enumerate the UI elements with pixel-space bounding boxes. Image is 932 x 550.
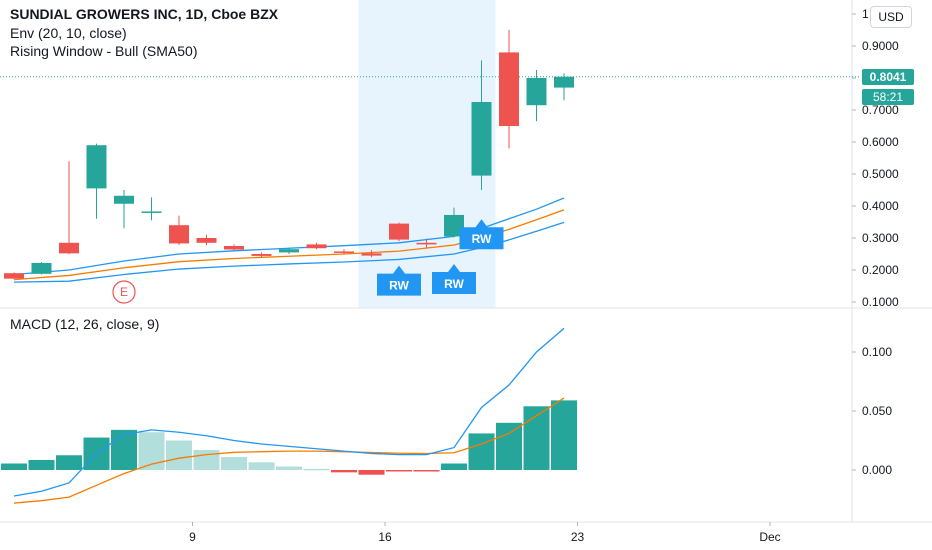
macd-histogram-bar xyxy=(413,470,440,472)
currency-button[interactable]: USD xyxy=(870,6,912,28)
price-tick-label: 0.6000 xyxy=(862,135,899,149)
candle-body xyxy=(169,225,189,244)
macd-tick-label: 0.100 xyxy=(862,345,892,359)
macd-histogram-bar xyxy=(358,470,385,475)
candle-body xyxy=(59,242,79,254)
candle-body xyxy=(251,254,272,256)
candle-body xyxy=(416,242,437,245)
rw-marker-shape xyxy=(377,265,421,296)
macd-line xyxy=(13,327,565,497)
countdown-tag: 58:21 xyxy=(862,89,914,105)
macd-histogram-bar xyxy=(303,468,330,471)
rw-marker: RW xyxy=(432,264,476,294)
price-tick-label: 0.9000 xyxy=(862,39,899,53)
rw-marker: RW xyxy=(377,265,421,296)
macd-histogram-bar xyxy=(386,470,412,472)
time-tick-label: Dec xyxy=(759,530,780,544)
candle-body xyxy=(196,238,217,243)
price-tick-label: 0.4000 xyxy=(862,199,899,213)
macd-tick-label: 0.050 xyxy=(862,404,892,418)
macd-histogram-bar xyxy=(28,459,55,470)
macd-signal-line xyxy=(13,397,565,504)
rising-window-indicator-label[interactable]: Rising Window - Bull (SMA50) xyxy=(10,43,198,59)
candle-body xyxy=(334,251,354,253)
time-tick-label: 16 xyxy=(378,530,392,544)
candle-body xyxy=(4,273,24,279)
time-tick-label: 23 xyxy=(571,530,585,544)
candle-body xyxy=(31,262,52,274)
envelope-lower-line xyxy=(13,221,565,283)
price-tick-label: 0.5000 xyxy=(862,167,899,181)
rw-marker: RW xyxy=(459,219,504,250)
candle-body xyxy=(389,223,409,240)
time-tick-label: 9 xyxy=(189,530,196,544)
macd-histogram-bar xyxy=(276,466,302,470)
macd-histogram-bar xyxy=(111,429,137,470)
macd-tick-label: 0.000 xyxy=(862,463,892,477)
earnings-marker xyxy=(112,280,136,304)
candle-body xyxy=(471,102,492,176)
macd-histogram-bar xyxy=(468,433,495,470)
price-tick-label: 1 xyxy=(862,7,869,21)
price-tick-label: 0.1000 xyxy=(862,295,899,309)
macd-histogram-bar xyxy=(441,463,467,470)
last-price-tag: 0.8041 xyxy=(862,69,914,85)
macd-histogram-bar xyxy=(523,406,550,470)
price-tick-label: 0.7000 xyxy=(862,103,899,117)
envelope-upper-line xyxy=(13,197,565,276)
macd-histogram-bar xyxy=(193,449,220,470)
macd-histogram-bar xyxy=(248,462,275,470)
candle-body xyxy=(444,214,464,237)
macd-histogram-bar xyxy=(496,422,522,470)
candle-body xyxy=(361,253,382,256)
rw-marker-shape xyxy=(432,264,476,294)
candle-body xyxy=(86,145,107,189)
price-tick-label: 0.2000 xyxy=(862,263,899,277)
macd-histogram-bar xyxy=(166,440,192,470)
candle-body xyxy=(526,78,547,106)
macd-histogram-bar xyxy=(56,455,82,470)
candle-body xyxy=(224,246,244,250)
rw-marker-label: RW xyxy=(389,279,409,293)
envelope-indicator-label[interactable]: Env (20, 10, close) xyxy=(10,25,127,41)
rw-marker-label: RW xyxy=(444,277,464,291)
macd-histogram-bar xyxy=(331,470,357,473)
candle-body xyxy=(279,249,299,253)
candle-body xyxy=(306,244,327,249)
candle-body xyxy=(114,195,134,204)
rw-marker-shape xyxy=(459,219,504,250)
rw-marker-label: RW xyxy=(472,232,492,246)
price-tick-label: 0.3000 xyxy=(862,231,899,245)
macd-histogram-bar xyxy=(221,457,247,470)
candle-body xyxy=(554,76,574,88)
earnings-marker-label: E xyxy=(120,285,128,299)
candle-body xyxy=(141,211,162,213)
macd-histogram-bar xyxy=(1,463,27,470)
macd-histogram-bar xyxy=(551,400,577,470)
chart-title: SUNDIAL GROWERS INC, 1D, Cboe BZX xyxy=(10,6,279,22)
macd-indicator-label[interactable]: MACD (12, 26, close, 9) xyxy=(10,316,160,332)
candle-body xyxy=(499,52,519,126)
